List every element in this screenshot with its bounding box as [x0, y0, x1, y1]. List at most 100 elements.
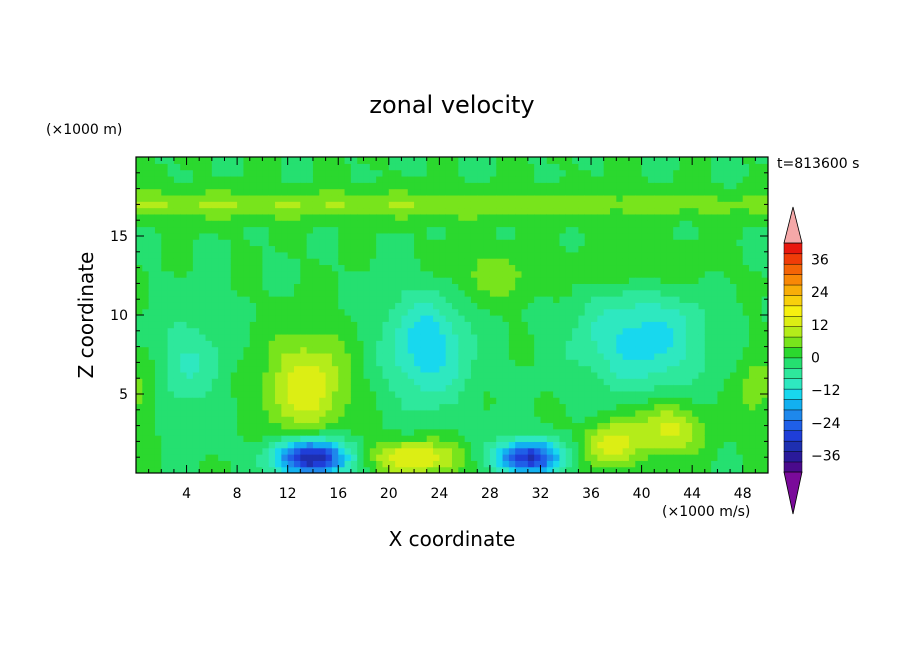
heatmap-cell — [742, 169, 750, 177]
heatmap-cell — [369, 251, 377, 259]
heatmap-cell — [154, 403, 162, 411]
heatmap-cell — [186, 270, 194, 278]
heatmap-cell — [173, 346, 181, 354]
heatmap-cell — [452, 239, 459, 247]
heatmap-cell — [647, 188, 655, 196]
heatmap-cell — [647, 289, 655, 297]
heatmap-cell — [692, 378, 700, 386]
heatmap-cell — [388, 365, 396, 373]
heatmap-cell — [237, 213, 245, 221]
heatmap-cell — [363, 428, 371, 436]
heatmap-cell — [205, 371, 213, 379]
heatmap-cell — [205, 270, 213, 278]
heatmap-cell — [622, 352, 630, 360]
heatmap-cell — [521, 378, 529, 386]
heatmap-cell — [338, 441, 346, 449]
heatmap-cell — [546, 466, 554, 473]
heatmap-cell — [325, 416, 333, 424]
heatmap-cell — [584, 333, 592, 341]
heatmap-cell — [275, 157, 282, 164]
heatmap-cell — [161, 251, 169, 259]
heatmap-cell — [496, 251, 504, 259]
heatmap-cell — [173, 384, 181, 392]
heatmap-cell — [565, 346, 573, 354]
heatmap-cell — [616, 460, 624, 468]
heatmap-cell — [704, 447, 712, 455]
heatmap-cell — [426, 308, 434, 316]
heatmap-cell — [704, 251, 712, 259]
heatmap-cell — [736, 251, 744, 259]
heatmap-cell — [331, 296, 339, 303]
heatmap-cell — [692, 226, 700, 234]
heatmap-cell — [350, 201, 358, 209]
heatmap-cell — [647, 416, 655, 424]
heatmap-cell — [452, 226, 459, 234]
heatmap-cell — [173, 163, 181, 171]
heatmap-cell — [527, 296, 535, 303]
heatmap-cell — [357, 264, 365, 272]
heatmap-cell — [186, 390, 194, 398]
heatmap-cell — [641, 226, 649, 234]
heatmap-cell — [553, 232, 561, 240]
heatmap-cell — [647, 460, 655, 468]
heatmap-cell — [186, 264, 194, 272]
heatmap-cell — [433, 163, 440, 171]
heatmap-cell — [603, 258, 611, 266]
heatmap-cell — [616, 188, 624, 196]
heatmap-cell — [218, 409, 226, 417]
heatmap-cell — [654, 201, 662, 209]
heatmap-cell — [148, 188, 156, 196]
heatmap-cell — [685, 226, 693, 234]
heatmap-cell — [388, 289, 396, 297]
heatmap-cell — [433, 365, 440, 373]
heatmap-cell — [502, 264, 510, 272]
heatmap-cell — [660, 359, 668, 367]
heatmap-cell — [325, 441, 333, 449]
heatmap-cell — [458, 182, 466, 190]
heatmap-cell — [306, 321, 314, 329]
heatmap-cell — [483, 175, 491, 183]
heatmap-cell — [395, 416, 403, 424]
heatmap-cell — [262, 435, 270, 442]
heatmap-cell — [173, 466, 181, 473]
heatmap-cell — [635, 384, 643, 392]
heatmap-cell — [635, 460, 643, 468]
heatmap-cell — [294, 283, 301, 291]
heatmap-cell — [635, 352, 643, 360]
heatmap-cell — [711, 327, 719, 335]
heatmap-cell — [382, 207, 390, 215]
heatmap-cell — [622, 371, 630, 379]
heatmap-cell — [572, 365, 579, 373]
heatmap-cell — [357, 441, 365, 449]
heatmap-cell — [711, 220, 719, 228]
heatmap-cell — [331, 194, 339, 202]
heatmap-cell — [559, 213, 567, 221]
heatmap-cell — [294, 207, 301, 215]
heatmap-cell — [414, 340, 421, 348]
heatmap-cell — [312, 340, 320, 348]
heatmap-cell — [401, 454, 409, 461]
heatmap-cell — [654, 194, 662, 202]
heatmap-cell — [154, 466, 162, 473]
heatmap-cell — [192, 416, 200, 424]
heatmap-cell — [445, 251, 453, 259]
heatmap-cell — [344, 454, 352, 461]
heatmap-cell — [572, 403, 579, 411]
heatmap-cell — [452, 264, 459, 272]
heatmap-cell — [281, 333, 289, 341]
heatmap-cell — [647, 435, 655, 442]
heatmap-cell — [755, 245, 763, 253]
heatmap-cell — [578, 422, 586, 430]
heatmap-cell — [439, 264, 447, 272]
heatmap-cell — [597, 169, 605, 177]
heatmap-cell — [711, 289, 719, 297]
heatmap-cell — [218, 264, 226, 272]
heatmap-cell — [161, 289, 169, 297]
heatmap-cell — [338, 384, 346, 392]
heatmap-cell — [515, 428, 523, 436]
heatmap-cell — [211, 352, 219, 360]
heatmap-cell — [256, 277, 263, 284]
heatmap-cell — [717, 416, 725, 424]
heatmap-cell — [357, 308, 365, 316]
heatmap-cell — [306, 447, 314, 455]
